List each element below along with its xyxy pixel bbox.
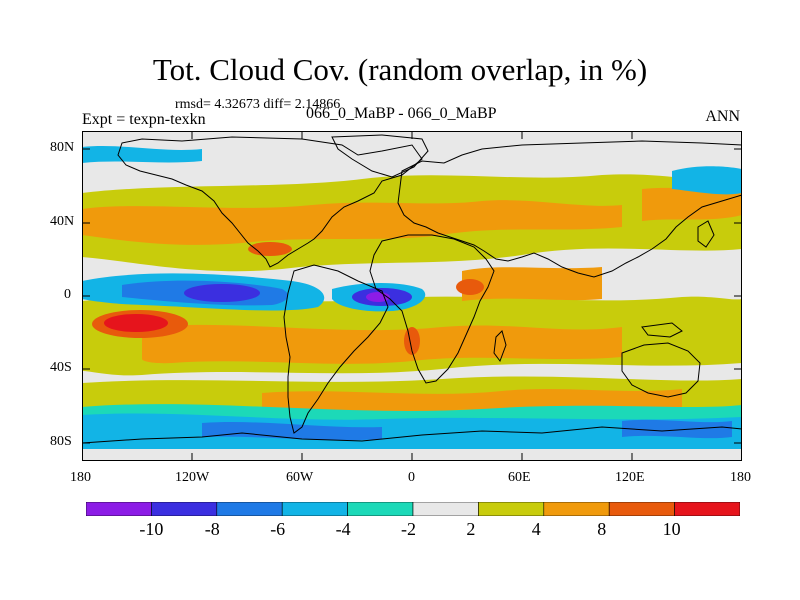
coastline-madagascar: [493, 330, 507, 363]
colorbar-swatch: [281, 502, 348, 516]
contour-tropical-orange: [142, 324, 622, 364]
colorbar-tick-label: 8: [597, 519, 607, 539]
rmsd-diff-stats: rmsd= 4.32673 diff= 2.14866: [175, 97, 341, 112]
colorbar-swatch: [216, 502, 283, 516]
coastline-south-america: [283, 264, 389, 434]
lon-tick-label: 120W: [175, 470, 210, 485]
colorbar-swatch: [478, 502, 545, 516]
coastline-africa: [369, 234, 495, 384]
lat-tick-label: 40S: [50, 360, 72, 375]
colorbar-tick-label: -10: [139, 519, 164, 539]
season-label: ANN: [705, 108, 740, 125]
lon-tick-label: 60E: [508, 470, 531, 485]
colorbar-tick-label: -8: [204, 519, 220, 539]
plot-title: Tot. Cloud Cov. (random overlap, in %): [152, 52, 648, 87]
contour-darkblue-south-indian: [622, 419, 732, 439]
colorbar-tick-label: 2: [466, 519, 476, 539]
contour-orange-asia: [642, 187, 742, 221]
coastline-eurasia: [397, 140, 742, 278]
lon-tick-label: 60W: [286, 470, 314, 485]
colorbar: [86, 502, 740, 516]
case-label: 066_0_MaBP - 066_0_MaBP: [306, 105, 497, 122]
colorbar-swatch: [608, 502, 675, 516]
colorbar-tick-label: 4: [531, 519, 541, 539]
colorbar-tick-label: -4: [335, 519, 351, 539]
coastline-north-america: [117, 136, 423, 268]
colorbar-swatch: [151, 502, 218, 516]
contour-blue-siberia: [672, 166, 742, 195]
contour-red-core-south-pacific: [104, 314, 168, 332]
colorbar-tick-label: -6: [270, 519, 286, 539]
colorbar-swatch: [674, 502, 740, 516]
coastline-japan: [697, 220, 715, 248]
axis-ticks: [82, 131, 742, 461]
coastline-antarctica: [82, 426, 742, 444]
coastline-greenland: [331, 134, 429, 178]
lat-tick-label: 80N: [50, 140, 75, 155]
colorbar-swatch: [412, 502, 479, 516]
cloud-cover-difference-map: [82, 131, 742, 461]
contour-blue-arctic: [82, 146, 202, 163]
contour-orange-north-atlantic: [82, 200, 622, 245]
contour-indian-ocean-orange: [462, 267, 602, 301]
contour-navy-equatorial-pacific: [184, 284, 260, 302]
contour-red-indian-ocean: [456, 279, 484, 295]
lon-tick-label: 120E: [615, 470, 645, 485]
lat-tick-label: 40N: [50, 214, 75, 229]
lat-tick-label: 80S: [50, 434, 72, 449]
lon-tick-label: 0: [408, 470, 415, 485]
contour-darkblue-southern-ocean: [202, 422, 382, 441]
lat-tick-label: 0: [64, 287, 71, 302]
continent-outlines: [82, 134, 742, 444]
contour-red-africa: [404, 327, 420, 355]
contour-red-central-america: [248, 242, 292, 256]
colorbar-swatch: [347, 502, 414, 516]
coastline-australia: [621, 342, 701, 398]
lon-tick-label: 180: [730, 470, 751, 485]
colorbar-swatch: [86, 502, 152, 516]
lon-tick-label: 180: [70, 470, 91, 485]
experiment-label: Expt = texpn-texkn: [82, 111, 206, 128]
colorbar-tick-label: 10: [662, 519, 681, 539]
colorbar-tick-label: -2: [401, 519, 416, 539]
coastline-new-guinea: [641, 322, 683, 338]
colorbar-swatch: [543, 502, 610, 516]
